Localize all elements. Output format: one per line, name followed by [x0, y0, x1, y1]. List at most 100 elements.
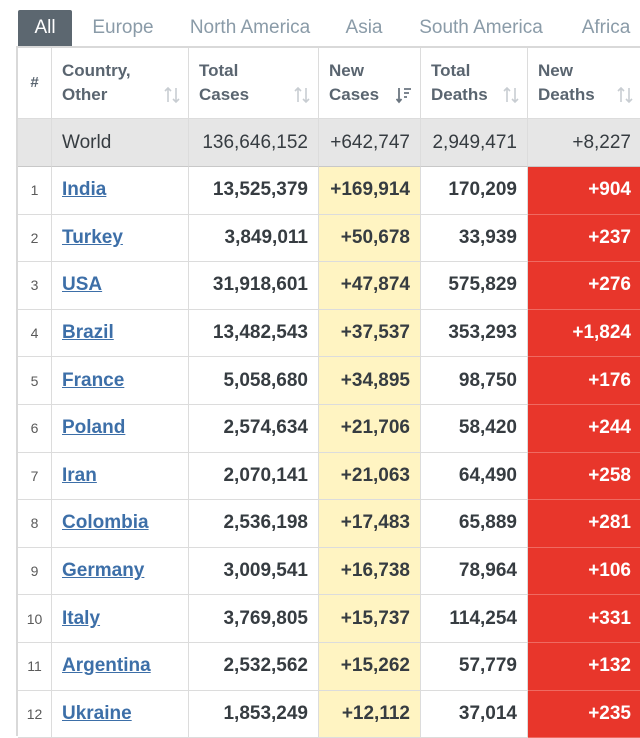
cell-country: Poland: [52, 405, 189, 453]
cell-total-deaths: 98,750: [421, 357, 528, 405]
country-link[interactable]: Iran: [62, 464, 97, 486]
table-row: 8 Colombia 2,536,198 +17,483 65,889 +281: [18, 500, 640, 548]
world-total-deaths: 2,949,471: [421, 119, 528, 167]
cell-rank: 1: [18, 167, 52, 215]
header-total-deaths-line2: Deaths: [431, 85, 488, 104]
header-new-deaths[interactable]: New Deaths: [528, 48, 640, 119]
cell-new-deaths: +276: [528, 262, 640, 310]
cell-total-cases: 3,849,011: [189, 214, 319, 263]
cell-country: France: [52, 357, 189, 405]
cell-rank: 12: [18, 690, 52, 738]
cell-total-deaths: 65,889: [421, 500, 528, 548]
cell-rank: 10: [18, 595, 52, 643]
cell-new-deaths: +106: [528, 547, 640, 596]
cell-new-deaths: +258: [528, 452, 640, 501]
cell-new-cases: +34,895: [319, 357, 421, 405]
header-total-deaths[interactable]: Total Deaths: [421, 48, 528, 119]
header-total-cases-line2: Cases: [199, 85, 250, 104]
cell-rank: 5: [18, 357, 52, 405]
cell-total-deaths: 37,014: [421, 690, 528, 738]
tab-africa[interactable]: Africa: [581, 17, 631, 38]
cell-total-cases: 3,769,805: [189, 595, 319, 643]
country-link[interactable]: France: [62, 369, 125, 391]
cell-country: Iran: [52, 452, 189, 501]
sort-arrows-icon[interactable]: [164, 86, 180, 104]
sort-arrows-icon[interactable]: [503, 86, 519, 104]
table-row: 2 Turkey 3,849,011 +50,678 33,939 +237: [18, 214, 640, 263]
cell-total-deaths: 353,293: [421, 309, 528, 358]
country-link[interactable]: Turkey: [62, 226, 123, 248]
cell-country: Brazil: [52, 309, 189, 358]
header-new-cases[interactable]: New Cases: [319, 48, 421, 119]
cell-new-cases: +169,914: [319, 167, 421, 215]
cell-rank: 4: [18, 309, 52, 358]
header-total-deaths-line1: Total: [431, 61, 471, 80]
cell-new-cases: +15,262: [319, 643, 421, 691]
cell-new-deaths: +281: [528, 500, 640, 548]
country-link[interactable]: Italy: [62, 607, 101, 629]
cell-new-deaths: +176: [528, 357, 640, 405]
tab-south-america[interactable]: South America: [419, 17, 543, 38]
cell-country: Colombia: [52, 500, 189, 548]
header-country-line1: Country,: [62, 61, 131, 80]
cell-total-cases: 5,058,680: [189, 357, 319, 405]
table-row: 1 India 13,525,379 +169,914 170,209 +904: [18, 167, 640, 215]
cell-country: India: [52, 167, 189, 215]
cell-new-cases: +15,737: [319, 595, 421, 643]
cell-country: Argentina: [52, 643, 189, 691]
covid-stats-table: # Country, Other Total Cases New Cases: [16, 46, 640, 738]
header-country-line2: Other: [62, 85, 108, 104]
country-link[interactable]: Germany: [62, 560, 145, 582]
sort-arrows-icon[interactable]: [617, 86, 633, 104]
cell-new-cases: +50,678: [319, 214, 421, 263]
cell-new-deaths: +244: [528, 405, 640, 453]
header-total-cases-line1: Total: [199, 61, 239, 80]
cell-new-deaths: +235: [528, 690, 640, 738]
cell-new-deaths: +132: [528, 643, 640, 691]
cell-new-cases: +12,112: [319, 690, 421, 738]
country-link[interactable]: Argentina: [62, 655, 151, 677]
sort-arrows-icon[interactable]: [294, 86, 310, 104]
cell-total-cases: 13,482,543: [189, 309, 319, 358]
cell-total-deaths: 78,964: [421, 547, 528, 596]
table-header-row: # Country, Other Total Cases New Cases: [18, 48, 640, 119]
tab-europe[interactable]: Europe: [92, 17, 154, 38]
country-link[interactable]: Brazil: [62, 322, 114, 344]
tab-all[interactable]: All: [18, 10, 72, 46]
cell-new-cases: +21,063: [319, 452, 421, 501]
header-total-cases[interactable]: Total Cases: [189, 48, 319, 119]
cell-new-deaths: +331: [528, 595, 640, 643]
cell-rank: 7: [18, 452, 52, 501]
country-link[interactable]: USA: [62, 274, 103, 296]
cell-new-cases: +37,537: [319, 309, 421, 358]
country-link[interactable]: Colombia: [62, 512, 149, 534]
cell-total-deaths: 64,490: [421, 452, 528, 501]
cell-total-cases: 2,574,634: [189, 405, 319, 453]
cell-total-cases: 3,009,541: [189, 547, 319, 596]
cell-rank: 8: [18, 500, 52, 548]
cell-new-deaths: +1,824: [528, 309, 640, 358]
cell-rank: 9: [18, 547, 52, 596]
table-row: 6 Poland 2,574,634 +21,706 58,420 +244: [18, 405, 640, 453]
cell-new-cases: +17,483: [319, 500, 421, 548]
cell-new-cases: +16,738: [319, 547, 421, 596]
cell-total-cases: 31,918,601: [189, 262, 319, 310]
world-new-deaths: +8,227: [528, 119, 640, 167]
country-link[interactable]: Ukraine: [62, 702, 132, 724]
tab-asia[interactable]: Asia: [345, 17, 383, 38]
tab-north-america[interactable]: North America: [189, 17, 311, 38]
cell-total-deaths: 575,829: [421, 262, 528, 310]
cell-total-deaths: 114,254: [421, 595, 528, 643]
table-row: 12 Ukraine 1,853,249 +12,112 37,014 +235: [18, 690, 640, 738]
country-link[interactable]: India: [62, 179, 107, 201]
cell-country: Turkey: [52, 214, 189, 263]
sort-descending-icon[interactable]: [396, 86, 412, 104]
cell-total-cases: 2,536,198: [189, 500, 319, 548]
cell-country: Germany: [52, 547, 189, 596]
world-new-cases: +642,747: [319, 119, 421, 167]
header-new-cases-line1: New: [329, 61, 364, 80]
table-row: 7 Iran 2,070,141 +21,063 64,490 +258: [18, 452, 640, 501]
header-country[interactable]: Country, Other: [52, 48, 189, 119]
table-row: 9 Germany 3,009,541 +16,738 78,964 +106: [18, 547, 640, 596]
country-link[interactable]: Poland: [62, 417, 126, 439]
